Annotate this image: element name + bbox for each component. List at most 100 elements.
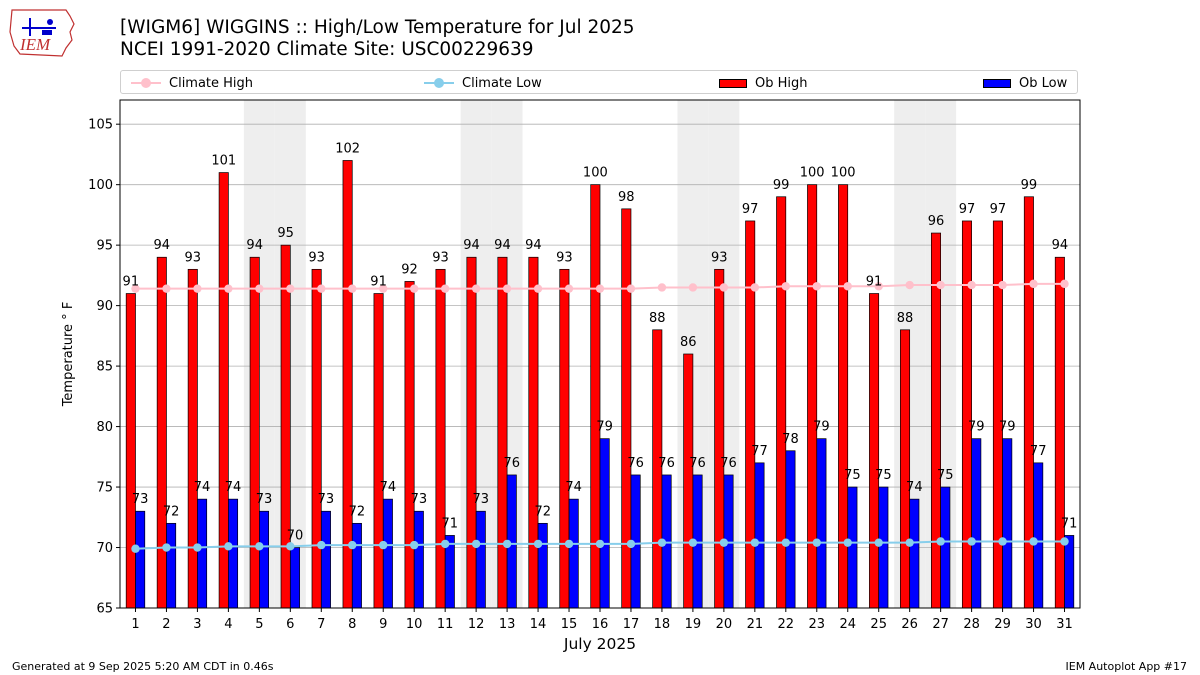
ob-high-value-label: 88: [649, 311, 666, 326]
ob-low-value-label: 74: [565, 480, 582, 495]
ob-high-value-label: 100: [800, 166, 825, 181]
ob-high-value-label: 88: [897, 311, 914, 326]
ob-low-bar: [971, 438, 982, 609]
x-tick-label: 24: [839, 617, 856, 632]
climate-high-point: [131, 284, 140, 293]
x-tick-label: 7: [317, 617, 325, 632]
ob-high-value-label: 101: [211, 154, 236, 169]
climate-low-point: [409, 540, 419, 550]
climate-low-point: [1060, 537, 1069, 546]
climate-high-point: [471, 284, 481, 293]
x-tick-label: 17: [623, 617, 640, 632]
x-tick-label: 27: [932, 617, 949, 632]
x-tick-label: 15: [561, 617, 578, 632]
x-tick-label: 4: [224, 617, 232, 632]
ob-low-value-label: 74: [380, 480, 397, 495]
ob-low-value-label: 72: [349, 504, 366, 519]
climate-low-point: [193, 543, 202, 552]
climate-low-point: [379, 540, 388, 550]
x-tick-label: 8: [348, 617, 356, 632]
y-tick-label: 70: [96, 541, 113, 556]
ob-low-value-label: 73: [473, 492, 490, 507]
ob-low-bar: [351, 522, 362, 609]
ob-low-value-label: 79: [968, 420, 985, 435]
ob-low-bar: [785, 450, 796, 609]
climate-high-point: [874, 282, 883, 291]
legend-label-ob-high: Ob High: [755, 75, 808, 91]
ob-low-value-label: 79: [999, 420, 1016, 435]
ob-low-value-label: 77: [751, 444, 768, 459]
climate-low-point: [348, 540, 357, 550]
ob-high-bar: [621, 208, 632, 609]
ob-low-bar: [909, 498, 920, 609]
legend: Climate High Climate Low Ob High Ob Low: [120, 70, 1078, 94]
climate-low-point: [595, 539, 605, 549]
x-tick-label: 26: [901, 617, 918, 632]
climate-high-point: [719, 283, 729, 292]
y-tick-label: 65: [96, 602, 113, 617]
legend-item-ob-high: Ob High: [719, 74, 808, 92]
climate-low-point: [317, 540, 326, 550]
climate-low-point: [812, 538, 821, 547]
climate-high-point: [905, 280, 914, 290]
chart-title: [WIGM6] WIGGINS :: High/Low Temperature …: [120, 17, 635, 38]
climate-low-point: [657, 538, 667, 547]
ob-low-value-label: 76: [720, 456, 737, 471]
ob-high-bar: [404, 281, 415, 609]
x-tick-label: 2: [162, 617, 170, 632]
legend-item-climate-high: Climate High: [131, 74, 253, 92]
ob-high-bar: [961, 220, 972, 609]
ob-high-bar: [900, 329, 911, 609]
ob-high-bar: [1054, 256, 1065, 609]
ob-high-bar: [714, 268, 725, 609]
ob-high-value-label: 99: [773, 178, 790, 193]
ob-low-value-label: 76: [627, 456, 644, 471]
legend-label-climate-high: Climate High: [169, 75, 254, 91]
climate-low-point: [967, 537, 976, 546]
ob-high-value-label: 93: [556, 250, 573, 265]
ob-high-bar: [869, 293, 880, 609]
climate-high-point: [533, 284, 543, 293]
ob-high-bar: [466, 256, 477, 609]
ob-high-value-label: 94: [463, 238, 480, 253]
legend-label-climate-low: Climate Low: [462, 75, 542, 91]
y-tick-label: 90: [96, 299, 113, 314]
climate-high-point: [379, 284, 388, 293]
ob-high-value-label: 97: [742, 202, 759, 217]
climate-high-point: [255, 284, 264, 293]
climate-low-point: [688, 538, 698, 547]
ob-high-value-label: 91: [866, 275, 883, 290]
ob-low-value-label: 75: [937, 468, 954, 483]
climate-low-point: [564, 539, 574, 549]
climate-high-point: [781, 282, 791, 291]
ob-low-bar: [940, 486, 951, 609]
legend-label-ob-low: Ob Low: [1019, 75, 1068, 91]
ob-high-bar: [249, 256, 260, 609]
chart-title-block: [WIGM6] WIGGINS :: High/Low Temperature …: [120, 17, 635, 61]
climate-high-point: [812, 282, 821, 291]
iem-logo-graphic: IEM: [9, 9, 75, 57]
climate-high-point: [193, 284, 202, 293]
x-tick-label: 3: [193, 617, 201, 632]
x-tick-label: 5: [255, 617, 263, 632]
ob-low-bar: [166, 522, 177, 609]
ob-high-value-label: 93: [184, 250, 201, 265]
ob-high-value-label: 102: [335, 141, 360, 156]
climate-low-point: [255, 542, 264, 551]
ob-high-value-label: 92: [401, 262, 418, 277]
ob-high-value-label: 91: [123, 275, 140, 290]
climate-low-point: [533, 539, 543, 549]
x-tick-label: 30: [1025, 617, 1042, 632]
ob-low-bar: [475, 510, 486, 609]
climate-high-point: [998, 280, 1007, 290]
climate-low-point: [905, 538, 914, 547]
ob-high-value-label: 100: [583, 166, 608, 181]
ob-high-value-label: 97: [959, 202, 976, 217]
x-tick-label: 6: [286, 617, 294, 632]
ob-high-bar: [435, 268, 446, 609]
climate-high-point: [440, 284, 450, 293]
ob-high-value-label: 94: [525, 238, 542, 253]
ob-low-value-label: 72: [534, 504, 551, 519]
climate-low-point: [440, 539, 450, 549]
x-tick-label: 25: [870, 617, 887, 632]
